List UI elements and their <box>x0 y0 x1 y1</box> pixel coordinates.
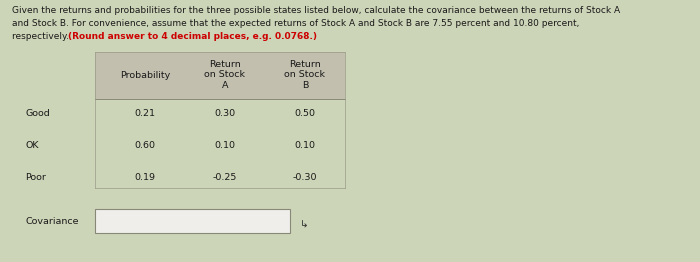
Text: 0.10: 0.10 <box>295 141 316 150</box>
Text: (Round answer to 4 decimal places, e.g. 0.0768.): (Round answer to 4 decimal places, e.g. … <box>68 32 317 41</box>
Text: on Stock: on Stock <box>284 70 326 79</box>
Bar <box>95 52 345 99</box>
Text: A: A <box>222 81 228 90</box>
Text: 0.50: 0.50 <box>295 110 316 118</box>
Text: on Stock: on Stock <box>204 70 246 79</box>
Text: Covariance: Covariance <box>25 216 78 226</box>
Text: 0.30: 0.30 <box>214 110 236 118</box>
Text: -0.30: -0.30 <box>293 172 317 182</box>
Text: 0.10: 0.10 <box>214 141 235 150</box>
Text: Return: Return <box>289 60 321 69</box>
Text: -0.25: -0.25 <box>213 172 237 182</box>
Text: Probability: Probability <box>120 71 170 80</box>
Text: Given the returns and probabilities for the three possible states listed below, : Given the returns and probabilities for … <box>12 6 620 15</box>
Text: 0.21: 0.21 <box>134 110 155 118</box>
Text: ↳: ↳ <box>300 219 309 229</box>
Text: Good: Good <box>25 110 50 118</box>
Text: and Stock B. For convenience, assume that the expected returns of Stock A and St: and Stock B. For convenience, assume tha… <box>12 19 580 28</box>
Text: Poor: Poor <box>25 172 46 182</box>
Text: 0.19: 0.19 <box>134 172 155 182</box>
Text: OK: OK <box>25 141 38 150</box>
Text: respectively.: respectively. <box>12 32 72 41</box>
Text: B: B <box>302 81 308 90</box>
Bar <box>95 209 290 233</box>
Text: 0.60: 0.60 <box>134 141 155 150</box>
Text: Return: Return <box>209 60 241 69</box>
